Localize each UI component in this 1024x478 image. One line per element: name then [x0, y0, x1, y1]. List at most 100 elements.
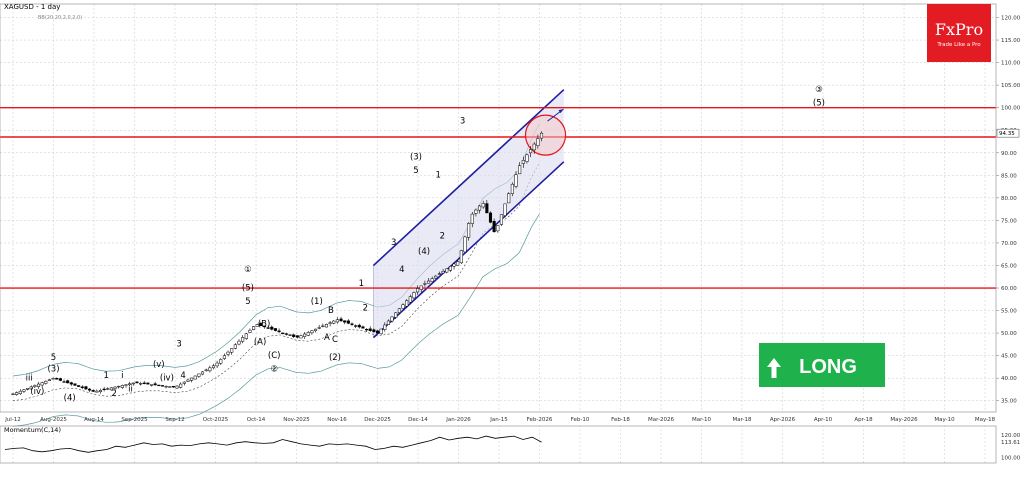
candle-body [492, 221, 496, 233]
candle-body [197, 373, 201, 377]
candle-body [248, 329, 252, 333]
candle-body [124, 384, 128, 386]
wave-label: C [332, 335, 338, 345]
wave-label: 3 [391, 238, 396, 248]
y-tick-label: 120.00 [1001, 16, 1021, 22]
candle-body [379, 328, 383, 335]
x-tick-label: Mar-18 [732, 417, 752, 423]
candle-body [262, 325, 267, 328]
candle-body [485, 203, 489, 214]
candle-body [226, 351, 230, 355]
candle-body [525, 154, 529, 162]
y-tick-label: 35.00 [1001, 399, 1017, 405]
x-tick-label: Sep-12 [165, 417, 184, 423]
x-tick-label: Apr-2026 [770, 417, 796, 423]
wave-label: B [328, 306, 334, 316]
y-tick-label: 45.00 [1001, 354, 1017, 360]
candle-body [365, 328, 369, 331]
x-tick-label: Sep-2025 [121, 417, 148, 423]
candle-body [204, 369, 208, 372]
channel-upper-line [372, 89, 565, 267]
candle-body [171, 386, 175, 388]
momentum-y-tick-label: 113.61 [1001, 440, 1020, 446]
candle-body [18, 390, 22, 394]
candle-body [215, 362, 219, 367]
brand-logo: FxPro Trade Like a Pro [927, 4, 991, 62]
candle-body [510, 183, 514, 194]
candle-body [539, 132, 544, 139]
candle-body [211, 365, 216, 369]
candle-body [277, 330, 281, 333]
trend-channel [372, 89, 565, 339]
brand-name: FxPro [935, 20, 983, 39]
x-tick-label: Apr-18 [854, 417, 873, 423]
wave-label: 1 [103, 371, 108, 381]
candle-body [157, 384, 161, 387]
candle-body [95, 390, 99, 393]
candle-body [332, 320, 336, 324]
plot-frame [0, 3, 997, 413]
wave-label: 3 [460, 116, 465, 126]
candle-body [182, 381, 186, 384]
candle-body [383, 324, 387, 330]
candle-body [467, 223, 471, 238]
candle-body [186, 379, 190, 382]
candle-body [168, 386, 172, 388]
axes: Jul-12 Aug-2025 Aug-14 Sep-2025 Sep-12 Oct-20… [0, 3, 1021, 423]
candle-body [368, 328, 372, 331]
candle-body [372, 329, 376, 333]
candle-body [11, 393, 15, 396]
candle-body [270, 326, 274, 330]
candle-body [259, 322, 263, 326]
candle-body [252, 326, 256, 330]
x-tick-label: May-18 [975, 417, 996, 423]
candle-body [288, 334, 292, 336]
candle-body [456, 261, 460, 266]
x-tick-label: Jul-12 [4, 417, 21, 423]
x-tick-label: May-10 [934, 417, 955, 423]
momentum-y-tick-label: 100.00 [1001, 455, 1021, 461]
x-tick-label: Jan-15 [489, 417, 508, 423]
candle-body [73, 383, 77, 386]
horizontal-levels [0, 106, 996, 289]
candle-body [321, 325, 325, 327]
candle-body [44, 380, 48, 384]
candle-body [532, 143, 536, 151]
wave-label: 5 [51, 353, 56, 363]
candle-body [346, 320, 350, 324]
highlight-circle [524, 114, 567, 156]
bb-indicator-label: BB(20,20,2,0,2,0) [38, 15, 82, 21]
wave-label: (v) [153, 360, 165, 370]
candle-body [518, 165, 522, 175]
candle-body [273, 328, 277, 331]
wave-label: 5 [245, 297, 250, 307]
y-tick-label: 75.00 [1001, 218, 1017, 224]
candle-body [106, 388, 110, 390]
y-tick-label: 65.00 [1001, 263, 1017, 269]
x-tick-label: Dec-14 [408, 417, 428, 423]
wave-label: 1 [359, 279, 364, 289]
y-tick-label: 50.00 [1001, 331, 1017, 337]
candle-body [128, 383, 132, 385]
y-tick-label: 60.00 [1001, 286, 1017, 292]
candle-body [222, 355, 226, 359]
candle-body [397, 308, 401, 313]
candle-body [343, 320, 347, 323]
candle-body [153, 383, 157, 386]
candle-body [58, 378, 62, 381]
candle-body [200, 371, 205, 375]
candle-body [441, 271, 445, 274]
candle-body [488, 212, 493, 223]
candle-body [463, 236, 467, 253]
wave-label: (iv) [30, 387, 44, 397]
x-tick-label: May-2026 [890, 417, 918, 423]
candle-body [303, 333, 307, 337]
candle-body [521, 160, 525, 164]
candle-body [29, 386, 33, 390]
candle-body [335, 319, 339, 323]
x-tick-label: Dec-2025 [364, 417, 391, 423]
wave-labels: iii(iv)(3)5(4)12iii(v)(iv)34①(5)5(B)(A)(… [26, 85, 825, 404]
brand-tagline: Trade Like a Pro [936, 42, 981, 48]
wave-label: iii [26, 373, 33, 383]
candle-body [481, 203, 485, 208]
